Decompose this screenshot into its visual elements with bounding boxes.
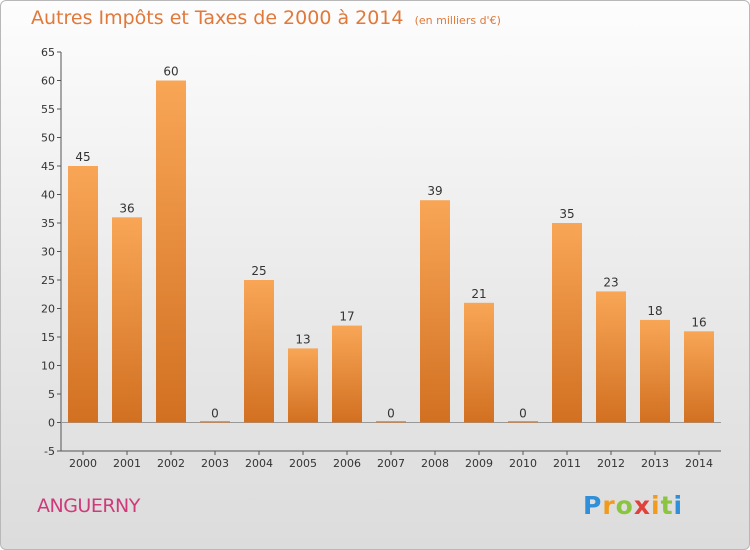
logo-letter: o xyxy=(615,491,634,520)
data-label-2007: 0 xyxy=(387,407,395,421)
bar-2009 xyxy=(464,302,494,423)
logo-letter: t xyxy=(660,491,674,520)
data-label-2000: 45 xyxy=(75,150,90,164)
x-tick-label-2009: 2009 xyxy=(465,457,493,470)
x-tick-label-2004: 2004 xyxy=(245,457,273,470)
y-tick-label: 50 xyxy=(41,132,55,145)
data-label-2005: 13 xyxy=(295,332,310,346)
y-tick-label: 20 xyxy=(41,303,55,316)
y-tick-label: 65 xyxy=(41,46,55,59)
y-tick-label: 15 xyxy=(41,331,55,344)
bar-2002 xyxy=(156,80,186,423)
bar-2008 xyxy=(420,200,450,423)
bar-2006 xyxy=(332,325,362,423)
logo-letter: P xyxy=(583,491,603,520)
logo-letter: i xyxy=(673,491,684,520)
bar-2003 xyxy=(200,421,230,423)
bar-2011 xyxy=(552,223,582,423)
x-tick-label-2008: 2008 xyxy=(421,457,449,470)
data-label-2001: 36 xyxy=(119,201,134,215)
y-tick-label: 40 xyxy=(41,189,55,202)
x-tick-label-2001: 2001 xyxy=(113,457,141,470)
y-tick-label: -5 xyxy=(44,445,55,458)
x-tick-label-2010: 2010 xyxy=(509,457,537,470)
x-tick-label-2006: 2006 xyxy=(333,457,361,470)
logo-letter: r xyxy=(602,491,616,520)
data-label-2014: 16 xyxy=(691,315,706,329)
bar-2013 xyxy=(640,319,670,423)
bar-2001 xyxy=(112,217,142,423)
proxiti-logo: Proxiti xyxy=(583,491,683,520)
x-tick-label-2002: 2002 xyxy=(157,457,185,470)
y-tick-label: 10 xyxy=(41,360,55,373)
y-tick-label: 55 xyxy=(41,103,55,116)
y-tick-label: 45 xyxy=(41,160,55,173)
x-tick-label-2014: 2014 xyxy=(685,457,713,470)
y-tick-label: 5 xyxy=(48,388,55,401)
y-tick-label: 0 xyxy=(48,417,55,430)
logo-letter: i xyxy=(651,491,661,520)
data-label-2012: 23 xyxy=(603,275,618,289)
data-label-2011: 35 xyxy=(559,207,574,221)
y-tick-label: 60 xyxy=(41,75,55,88)
chart-subtitle: (en milliers d'€) xyxy=(414,14,501,27)
data-label-2013: 18 xyxy=(647,304,662,318)
title-row: Autres Impôts et Taxes de 2000 à 2014 (e… xyxy=(31,7,501,29)
x-tick-label-2011: 2011 xyxy=(553,457,581,470)
data-label-2002: 60 xyxy=(163,65,178,79)
chart-title: Autres Impôts et Taxes de 2000 à 2014 xyxy=(31,7,404,29)
data-label-2004: 25 xyxy=(251,264,266,278)
data-labels: 45 36 60 0 25 13 17 0 39 21 0 35 23 18 16 xyxy=(75,65,706,421)
bar-2000 xyxy=(68,166,98,423)
bar-2007 xyxy=(376,421,406,423)
data-label-2009: 21 xyxy=(471,287,486,301)
data-label-2010: 0 xyxy=(519,407,527,421)
x-tick-label-2000: 2000 xyxy=(69,457,97,470)
bar-2014 xyxy=(684,331,714,423)
commune-name: ANGUERNY xyxy=(37,495,140,517)
bar-2010 xyxy=(508,421,538,423)
data-label-2006: 17 xyxy=(339,310,354,324)
y-tick-label: 30 xyxy=(41,246,55,259)
y-tick-label: 35 xyxy=(41,217,55,230)
bars xyxy=(68,80,714,423)
bar-2012 xyxy=(596,291,626,423)
data-label-2008: 39 xyxy=(427,184,442,198)
data-label-2003: 0 xyxy=(211,407,219,421)
x-tick-label-2007: 2007 xyxy=(377,457,405,470)
logo-letter: x xyxy=(633,491,651,520)
x-tick-label-2013: 2013 xyxy=(641,457,669,470)
x-tick-label-2012: 2012 xyxy=(597,457,625,470)
x-tick-label-2003: 2003 xyxy=(201,457,229,470)
bar-2004 xyxy=(244,280,274,423)
y-tick-label: 25 xyxy=(41,274,55,287)
x-tick-label-2005: 2005 xyxy=(289,457,317,470)
bar-2005 xyxy=(288,348,318,423)
